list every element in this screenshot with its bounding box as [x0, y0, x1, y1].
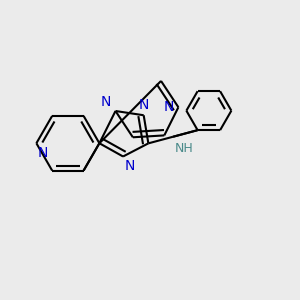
Text: N: N — [164, 100, 174, 114]
Text: N: N — [139, 98, 149, 112]
Text: N: N — [124, 160, 135, 173]
Text: N: N — [100, 94, 111, 109]
Text: NH: NH — [175, 142, 193, 155]
Text: N: N — [38, 146, 48, 160]
